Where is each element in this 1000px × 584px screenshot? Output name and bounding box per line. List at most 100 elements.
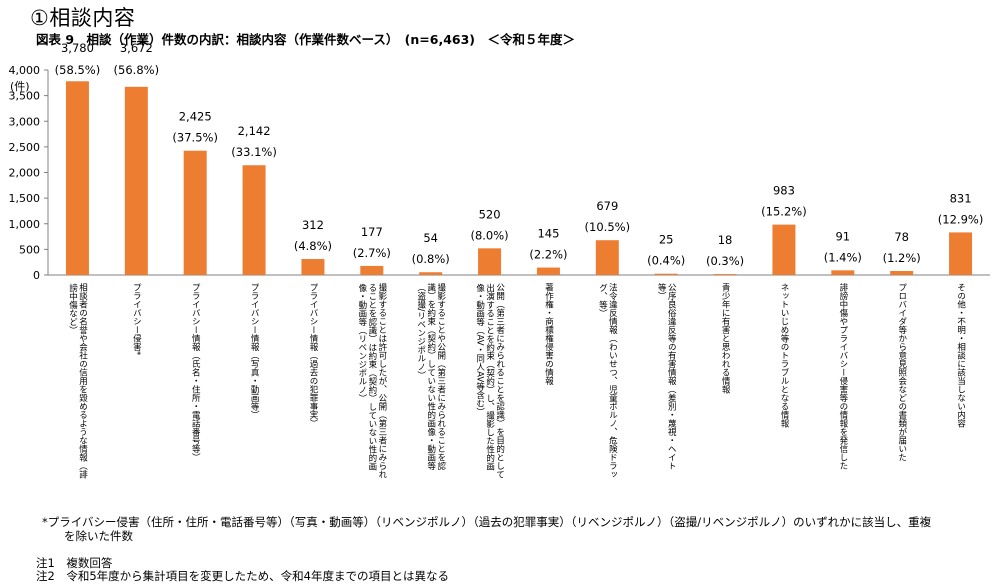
- y-tick-label: 500: [19, 243, 40, 256]
- data-label-value: 312: [302, 218, 324, 232]
- data-label-percent: (4.8%): [294, 239, 332, 253]
- footnote-asterisk-line2: を除いた件数: [64, 529, 133, 543]
- data-label-percent: (2.7%): [353, 246, 391, 260]
- x-tick-label-line: ることを認識）は約束（契約）していない性的画: [367, 283, 377, 471]
- x-tick-label: プライバシー情報（過去の犯罪事実）: [308, 283, 318, 428]
- data-label-value: 25: [659, 233, 674, 247]
- x-tick-label-line: 公開（第三者にみられることを認識）を目的として: [495, 283, 505, 479]
- data-label-value: 3,672: [120, 41, 153, 55]
- x-tick-label: 公開（第三者にみられることを認識）を目的として出演することを約束（契約）し、撮影…: [475, 282, 505, 478]
- bar: [595, 240, 619, 275]
- data-label-percent: (0.4%): [647, 254, 685, 268]
- data-label-percent: (2.2%): [529, 248, 567, 262]
- data-label-value: 91: [835, 229, 850, 243]
- bar: [772, 224, 796, 275]
- chart-subtitle: 図表 9 相談（作業）件数の内訳：相談内容（作業件数ベース） (n=6,463)…: [36, 32, 576, 47]
- bar: [654, 273, 678, 275]
- x-tick-label-line: その他・不明・相談に該当しない内容: [956, 283, 966, 428]
- footnote-asterisk-line1: *プライバシー侵害（住所・住所・電話番号等）（写真・動画等）（リベンジポルノ）（…: [42, 515, 932, 529]
- y-tick-label: 3,000: [9, 115, 41, 128]
- x-tick-label-line: グ、等）: [597, 283, 607, 317]
- data-label-percent: (56.8%): [114, 63, 160, 77]
- bar: [124, 86, 148, 275]
- y-tick-label: 1,500: [9, 192, 41, 205]
- data-label-value: 3,780: [61, 41, 94, 55]
- bar: [536, 267, 560, 275]
- bar: [360, 265, 384, 275]
- x-tick-label: 撮影することは許可したが、公開（第三者にみられることを認識）は約束（契約）してい…: [357, 282, 387, 478]
- data-label-percent: (33.1%): [231, 145, 277, 159]
- data-label-value: 831: [950, 191, 972, 205]
- x-tick-label-line: 公序良俗違反等の有害情報（差別・蔑視・ヘイト: [666, 283, 676, 470]
- x-tick-label-line: 法令違反情報（わいせつ、児童ポルノ、危険ドラッ: [607, 282, 617, 478]
- bar: [65, 81, 89, 276]
- x-tick-label: 青少年に有害と思われる情報: [720, 282, 730, 394]
- data-label-value: 2,142: [238, 124, 271, 138]
- y-tick-label: 0: [33, 269, 40, 282]
- y-tick-label: 1,000: [9, 218, 41, 231]
- data-label-percent: (10.5%): [585, 220, 631, 234]
- bar-chart: 0 500 1,000 1,500 2,000 2,500 3,000 3,500 4,000 (…: [9, 41, 990, 479]
- x-tick-label-line: 青少年に有害と思われる情報: [720, 282, 730, 394]
- bar: [713, 274, 737, 275]
- data-label-value: 145: [537, 227, 559, 241]
- x-tick-label-line: 像・動画等（リベンジポルノ）: [357, 282, 367, 402]
- footnote-note2: 注2 令和5年度から集計項目を変更したため、令和4年度までの項目とは異なる: [36, 569, 449, 583]
- x-tick-label: プライバシー侵害*: [131, 283, 141, 355]
- x-tick-label-line: ネットいじめ等のトラブルとなる情報: [779, 283, 789, 428]
- x-tick-label: その他・不明・相談に該当しない内容: [956, 283, 966, 428]
- x-tick-label: ネットいじめ等のトラブルとなる情報: [779, 283, 789, 428]
- y-tick-label: 4,000: [9, 64, 41, 77]
- x-tick-label-line: 出演することを約束（契約）し、撮影した性的画: [485, 282, 495, 471]
- x-tick-label-line: 著作権・商標権侵害の情報: [543, 282, 553, 386]
- x-tick-label-line: 等）: [656, 282, 666, 300]
- bar: [949, 232, 973, 275]
- x-tick-label-line: 像・動画等（AV・同人AV等含む）: [475, 282, 485, 415]
- x-tick-label: 著作権・商標権侵害の情報: [543, 282, 553, 386]
- bar: [890, 271, 914, 275]
- data-label-percent: (0.8%): [412, 252, 450, 266]
- data-label-percent: (1.2%): [883, 251, 921, 265]
- x-tick-label-line: プロバイダ等から意見照会などの書類が届いた: [897, 283, 907, 462]
- data-label-value: 983: [773, 184, 795, 198]
- x-tick-label: 撮影することや公開（第三者にみられることを認識）を約束（契約）していない性的画像…: [416, 282, 446, 470]
- data-label-percent: (8.0%): [470, 228, 508, 242]
- bar: [419, 272, 443, 275]
- x-tick-label: 法令違反情報（わいせつ、児童ポルノ、危険ドラッグ、等）: [597, 282, 617, 478]
- x-tick-label-line: 相談者の名誉や会社の信用を毀めるような情報（誹: [77, 282, 87, 479]
- data-label-percent: (58.5%): [55, 63, 101, 77]
- bar: [301, 259, 325, 275]
- x-tick-label-line: プライバシー侵害*: [131, 283, 141, 355]
- y-axis-label: (件): [10, 80, 30, 93]
- bar: [478, 248, 502, 275]
- x-tick-label-line: プライバシー情報（写真・動画等）: [249, 283, 259, 419]
- x-tick-label-line: 識）を約束（契約）していない性的画像・動画等: [426, 282, 436, 470]
- x-tick-label: プロバイダ等から意見照会などの書類が届いた: [897, 283, 907, 462]
- data-label-value: 177: [361, 225, 383, 239]
- x-tick-label-line: 誹謗中傷やプライバシー侵害等の情報を発信した: [838, 282, 848, 470]
- x-tick-label-line: （盗撮/リベンジポルノ）: [416, 283, 426, 379]
- data-label-value: 520: [479, 207, 501, 221]
- x-tick-label-line: プライバシー情報（過去の犯罪事実）: [308, 283, 318, 428]
- x-tick-label: プライバシー情報（写真・動画等）: [249, 283, 259, 419]
- x-tick-label-line: 撮影することや公開（第三者にみられることを認: [436, 282, 446, 470]
- data-label-value: 78: [894, 230, 909, 244]
- data-label-value: 679: [596, 199, 618, 213]
- x-tick-label-line: 謗中傷など）: [67, 282, 77, 334]
- y-tick-label: 3,500: [9, 90, 41, 103]
- data-label-percent: (0.3%): [706, 254, 744, 268]
- x-tick-label: 公序良俗違反等の有害情報（差別・蔑視・ヘイト等）: [656, 282, 676, 470]
- bar: [831, 270, 855, 275]
- data-label-value: 2,425: [179, 110, 212, 124]
- data-label-percent: (15.2%): [761, 205, 807, 219]
- data-label-percent: (37.5%): [172, 131, 218, 145]
- x-tick-label: プライバシー情報（氏名・住所・電話番号等）: [190, 283, 200, 462]
- x-tick-label-line: 撮影することは許可したが、公開（第三者にみられ: [377, 282, 387, 478]
- section-heading: ①相談内容: [30, 6, 136, 30]
- data-label-value: 18: [718, 233, 733, 247]
- x-tick-label: 誹謗中傷やプライバシー侵害等の情報を発信した: [838, 282, 848, 470]
- x-tick-label: 相談者の名誉や会社の信用を毀めるような情報（誹謗中傷など）: [67, 282, 87, 479]
- data-label-value: 54: [423, 231, 438, 245]
- bar: [183, 150, 207, 275]
- y-tick-label: 2,500: [9, 141, 41, 154]
